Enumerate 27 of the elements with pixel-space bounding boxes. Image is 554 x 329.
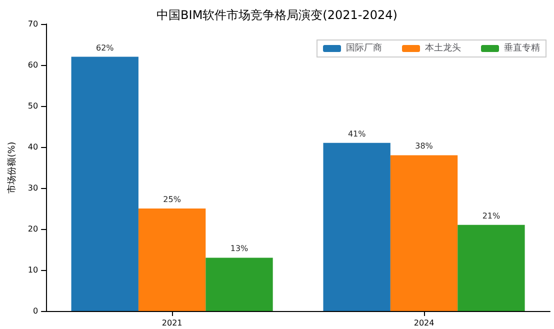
- bar: [71, 56, 138, 311]
- y-tick-label: 10: [28, 266, 38, 274]
- x-tick-label: 2024: [414, 318, 434, 328]
- y-tick-label: 40: [28, 142, 38, 152]
- bar: [323, 142, 390, 311]
- y-tick-label: 0: [32, 306, 38, 316]
- y-tick-label: 50: [28, 102, 38, 110]
- data-label: 38%: [415, 142, 434, 151]
- legend-label: 本土龙头: [425, 42, 461, 54]
- y-tick-label: 20: [28, 224, 38, 234]
- y-tick-label: 60: [28, 60, 38, 70]
- bar: [206, 258, 273, 311]
- legend-label: 垂直专精: [504, 42, 540, 54]
- y-axis-title: 市场份额(%): [6, 142, 18, 194]
- legend-label: 国际厂商: [346, 42, 382, 54]
- bar: [138, 208, 206, 311]
- data-label: 62%: [96, 43, 114, 52]
- y-tick-label: 30: [28, 184, 38, 192]
- x-tick-label: 2021: [162, 318, 182, 328]
- bar: [390, 155, 458, 311]
- bar: [458, 224, 525, 311]
- chart-title: 中国BIM软件市场竞争格局演变(2021-2024): [156, 8, 398, 22]
- data-label: 25%: [163, 195, 182, 204]
- y-tick-label: 70: [28, 20, 38, 28]
- data-label: 13%: [230, 244, 249, 254]
- data-label: 21%: [482, 211, 500, 220]
- data-label: 41%: [348, 129, 366, 138]
